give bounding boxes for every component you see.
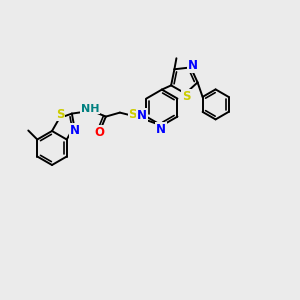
Text: N: N — [70, 124, 80, 137]
Text: O: O — [95, 126, 105, 139]
Text: N: N — [188, 59, 198, 72]
Text: S: S — [56, 107, 64, 121]
Text: NH: NH — [81, 103, 99, 114]
Text: S: S — [129, 108, 137, 121]
Text: N: N — [137, 109, 147, 122]
Text: N: N — [156, 123, 166, 136]
Text: S: S — [182, 90, 191, 103]
